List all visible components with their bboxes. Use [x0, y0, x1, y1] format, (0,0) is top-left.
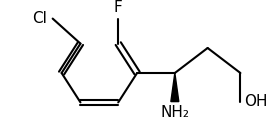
Polygon shape — [171, 73, 179, 102]
Text: NH₂: NH₂ — [160, 105, 189, 120]
Text: F: F — [114, 0, 122, 15]
Text: Cl: Cl — [32, 11, 47, 26]
Text: OH: OH — [244, 94, 268, 109]
